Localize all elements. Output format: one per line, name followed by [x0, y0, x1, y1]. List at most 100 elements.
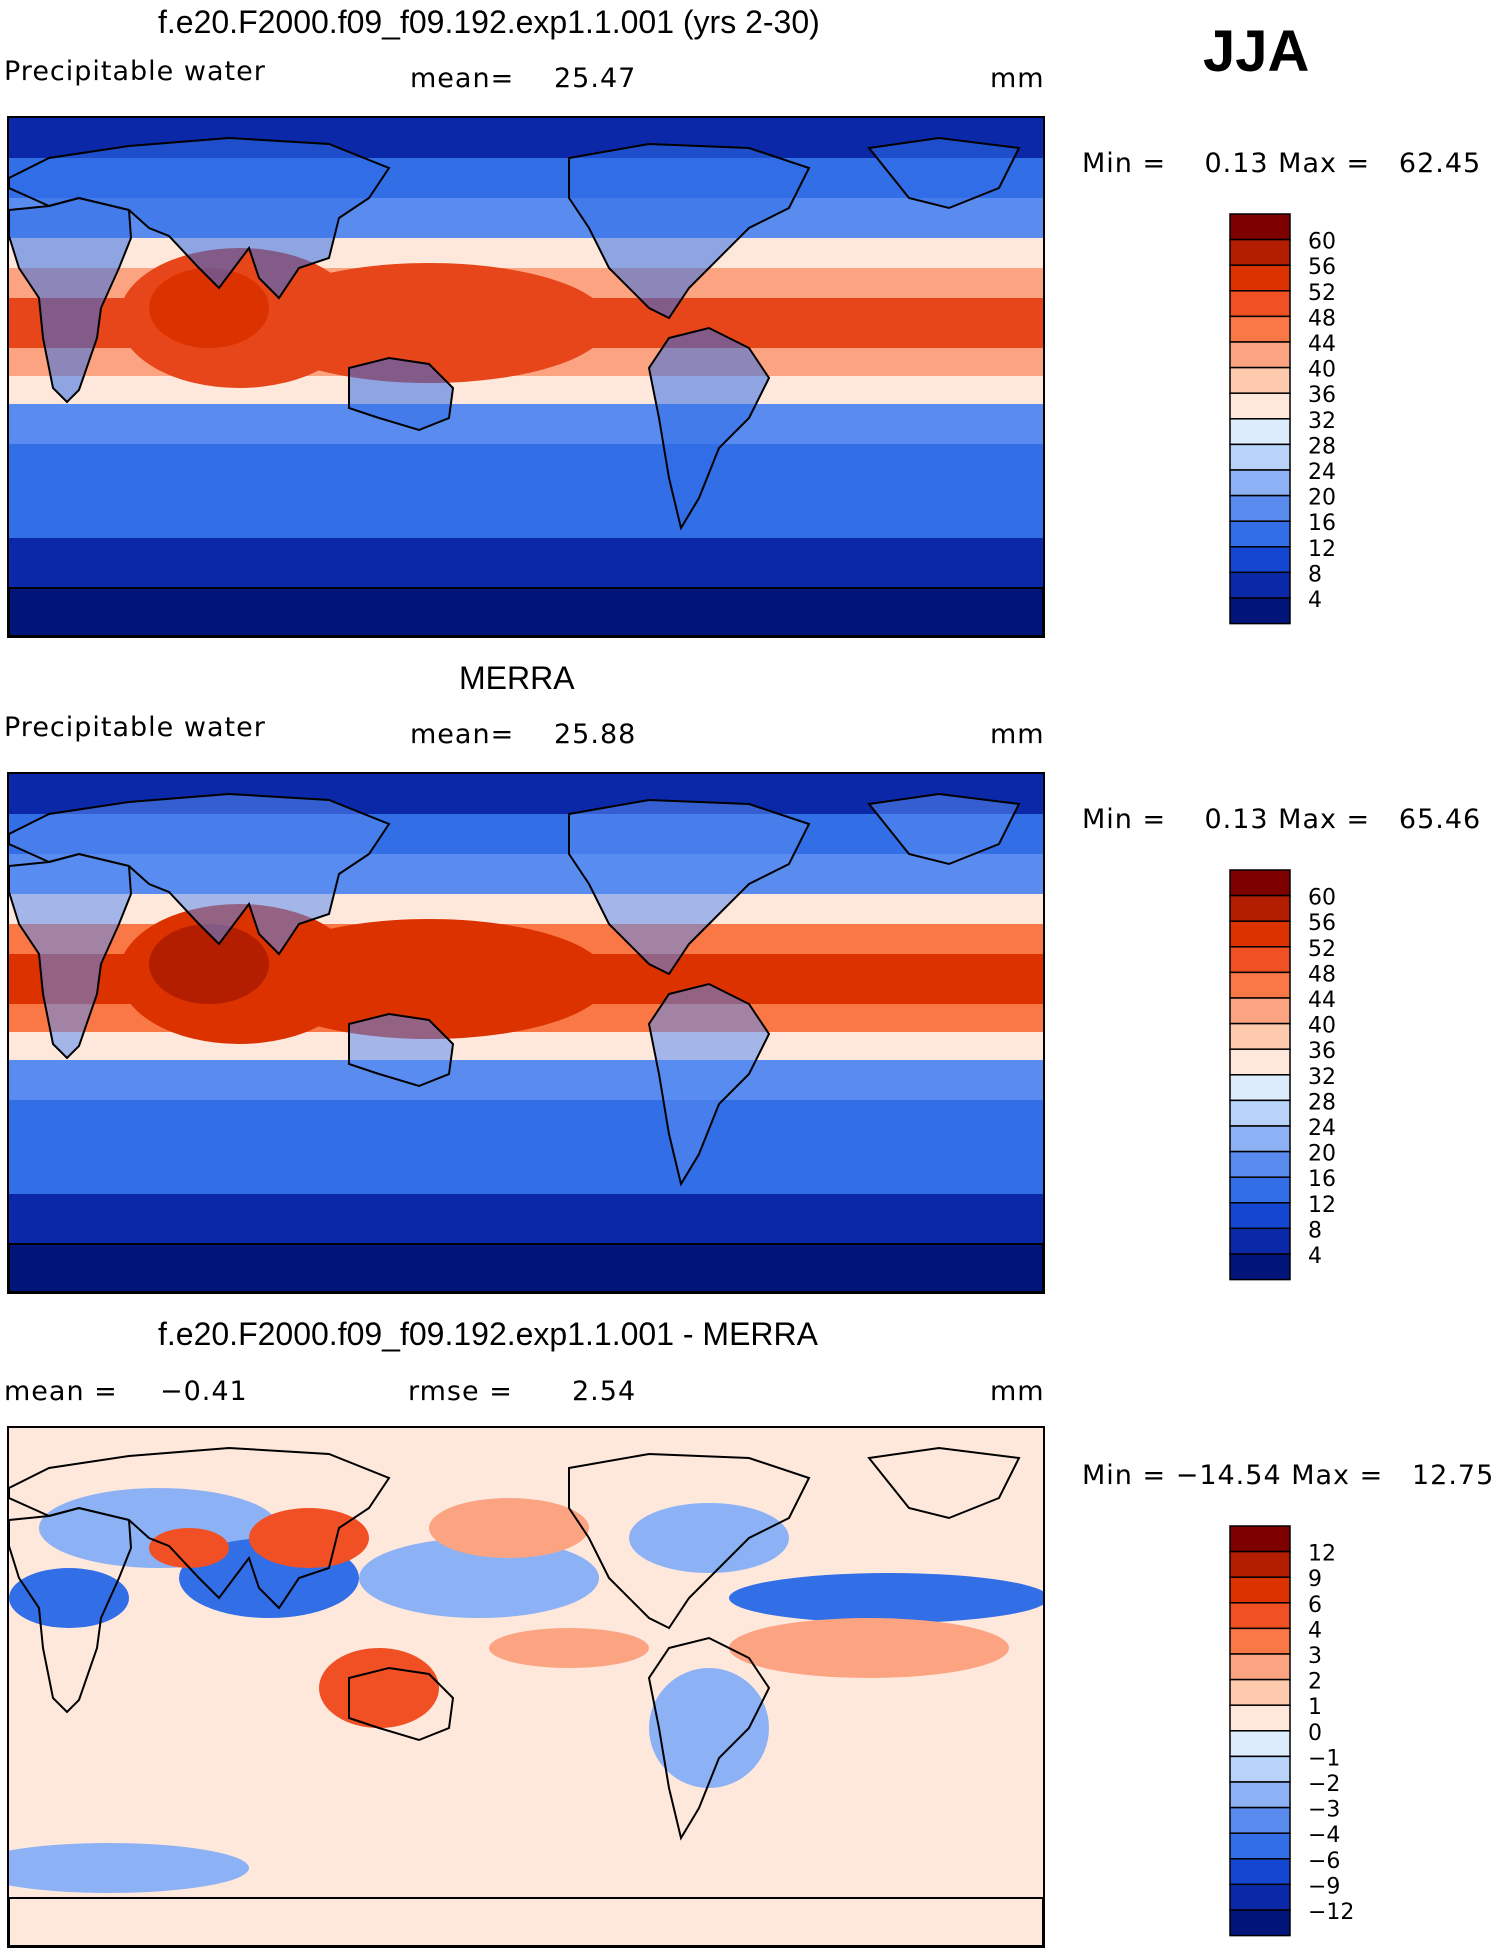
antarctica-outline: [9, 1243, 1043, 1292]
mean-label: mean=: [410, 719, 515, 750]
field-band: [9, 488, 1043, 538]
colorbar-swatch: [1229, 1125, 1291, 1153]
anomaly-blob: [729, 1618, 1009, 1678]
land-shading: [9, 138, 389, 298]
field-band: [9, 1100, 1043, 1144]
colorbar-tick-label: 3: [1308, 1644, 1322, 1669]
field-band: [9, 1244, 1043, 1292]
colorbar-tick-label: −1: [1308, 1746, 1340, 1771]
colorbar-tick-label: 32: [1308, 1065, 1336, 1090]
colorbar-tick-label: 40: [1308, 1014, 1336, 1039]
panel-title: MERRA: [459, 660, 575, 696]
colorbar-swatch: [1229, 1704, 1291, 1732]
colorbar-swatch: [1229, 1176, 1291, 1204]
panel-title: f.e20.F2000.f09_f09.192.exp1.1.001 - MER…: [158, 1316, 818, 1352]
map-svg-diff: [9, 1428, 1043, 1946]
colorbar-model: 60 56 52 48 44 40 36 32 28 24 20 16 12 8 4: [1229, 213, 1360, 628]
warm-pool-pacific: [249, 919, 609, 1039]
colorbar-swatch: [1229, 1832, 1291, 1860]
colorbar-swatch: [1229, 920, 1291, 948]
land-shading: [349, 358, 453, 430]
panel-title: f.e20.F2000.f09_f09.192.exp1.1.001 (yrs …: [158, 4, 820, 40]
anomaly-blob: [9, 1843, 249, 1893]
land-shading: [9, 794, 389, 954]
coastline: [9, 1446, 391, 1610]
land-shading: [349, 1014, 453, 1086]
colorbar-swatch: [1229, 1074, 1291, 1102]
field-band: [9, 538, 1043, 588]
colorbar-swatch: [1229, 1653, 1291, 1681]
colorbar-swatch: [1229, 1909, 1291, 1937]
map-diff: [7, 1426, 1045, 1948]
colorbar-swatch: [1229, 418, 1291, 446]
colorbar-tick-label: −3: [1308, 1798, 1340, 1823]
land-shading: [9, 854, 131, 1058]
colorbar-tick-label: 4: [1308, 1244, 1322, 1269]
colorbar-tick-label: 44: [1308, 988, 1336, 1013]
colorbar-swatch: [1229, 1806, 1291, 1834]
colorbar-tick-label: 16: [1308, 1167, 1336, 1192]
colorbar-tick-label: 16: [1308, 511, 1336, 536]
anomaly-blob: [319, 1648, 439, 1728]
colorbar-tick-label: 56: [1308, 255, 1336, 280]
colorbar-tick-label: 36: [1308, 1039, 1336, 1064]
colorbar-swatch: [1229, 546, 1291, 574]
coastline: [348, 1666, 455, 1742]
anomaly-blob: [489, 1628, 649, 1668]
colorbar-tick-label: 1: [1308, 1695, 1322, 1720]
colorbar-tick-label: 8: [1308, 562, 1322, 587]
land-shading: [869, 138, 1019, 208]
colorbar-swatch: [1229, 1253, 1291, 1281]
anomaly-blob: [359, 1538, 599, 1618]
field-band: [9, 404, 1043, 444]
antarctica-outline: [9, 587, 1043, 636]
colorbar-swatch: [1229, 1525, 1291, 1553]
colorbar-swatch: [1229, 1730, 1291, 1758]
colorbar-obs: 60 56 52 48 44 40 36 32 28 24 20 16 12 8 4: [1229, 869, 1360, 1284]
mean-value: −0.41: [160, 1376, 248, 1407]
colorbar-tick-label: 4: [1308, 1618, 1322, 1643]
field-band: [9, 376, 1043, 404]
colorbar-tick-label: 24: [1308, 460, 1336, 485]
monsoon-core: [149, 268, 269, 348]
units-label: mm: [990, 719, 1045, 750]
land-shading: [569, 144, 809, 318]
season-label: JJA: [1203, 19, 1310, 84]
coastline: [647, 1636, 771, 1841]
colorbar-swatch: [1229, 1755, 1291, 1783]
anomaly-blob: [149, 1528, 229, 1568]
colorbar-swatch: [1229, 264, 1291, 292]
field-band: [9, 1060, 1043, 1100]
map-model: [7, 116, 1045, 638]
colorbar-swatch: [1229, 469, 1291, 497]
coastline: [867, 1446, 1021, 1520]
map-svg-model: [9, 118, 1043, 636]
mean-label: mean =: [4, 1376, 118, 1407]
coastline: [867, 792, 1021, 866]
anomaly-blob: [729, 1573, 1043, 1623]
colorbar-tick-label: 12: [1308, 1193, 1336, 1218]
colorbar-swatch: [1229, 971, 1291, 999]
minmax-label: Min = 0.13 Max = 62.45: [1082, 148, 1482, 179]
colorbar-tick-label: 28: [1308, 1090, 1336, 1115]
colorbar-tick-label: 6: [1308, 1593, 1322, 1618]
minmax-label: Min = −14.54 Max = 12.75: [1082, 1460, 1495, 1491]
colorbar-tick-label: −2: [1308, 1772, 1340, 1797]
colorbar-swatch: [1229, 597, 1291, 625]
mean-value: 25.88: [554, 719, 637, 750]
colorbar-tick-label: 36: [1308, 383, 1336, 408]
coastline: [9, 852, 133, 1060]
anomaly-blob: [249, 1508, 369, 1568]
coastline: [9, 792, 391, 956]
colorbar-tick-label: −4: [1308, 1823, 1340, 1848]
coastline: [568, 798, 811, 976]
colorbar-swatch: [1229, 315, 1291, 343]
field-band: [9, 1194, 1043, 1244]
colorbar-swatch: [1229, 1022, 1291, 1050]
variable-label: Precipitable water: [4, 712, 266, 743]
field-band: [9, 1144, 1043, 1194]
colorbar-swatch: [1229, 1627, 1291, 1655]
